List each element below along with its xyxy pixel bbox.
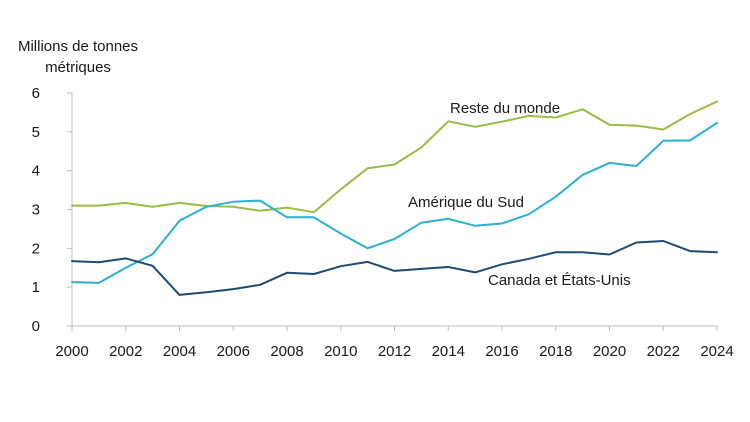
- y-tick-label: 4: [32, 163, 40, 180]
- x-tick-label: 2002: [109, 343, 142, 360]
- x-tick-label: 2016: [485, 343, 518, 360]
- x-tick-label: 2000: [55, 343, 88, 360]
- y-tick-label: 2: [32, 240, 40, 257]
- y-axis-title-line-1: Millions de tonnes: [18, 38, 138, 55]
- series-label-canada-us: Canada et États-Unis: [488, 272, 631, 289]
- series-lines: [71, 100, 718, 296]
- x-tick-label: 2010: [324, 343, 357, 360]
- x-tick-label: 2008: [270, 343, 303, 360]
- series-line-1: [71, 100, 718, 214]
- x-tick-label: 2022: [647, 343, 680, 360]
- y-axis-title-line-2: métriques: [45, 59, 111, 76]
- series-labels: Reste du monde Amérique du Sud Canada et…: [408, 100, 631, 289]
- x-tick-label: 2012: [378, 343, 411, 360]
- series-label-rest-of-world: Reste du monde: [450, 100, 560, 117]
- y-tick-label: 0: [32, 318, 40, 335]
- x-tick-label: 2020: [593, 343, 626, 360]
- y-tick-label: 6: [32, 85, 40, 102]
- x-tick-label: 2018: [539, 343, 572, 360]
- series-line-2: [71, 121, 718, 284]
- x-tick-label: 2014: [432, 343, 465, 360]
- y-tick-label: 1: [32, 279, 40, 296]
- y-tick-label: 3: [32, 202, 40, 219]
- x-tick-label: 2004: [163, 343, 196, 360]
- series-label-south-america: Amérique du Sud: [408, 194, 524, 211]
- y-axis-ticks: 0 1 2 3 4 5 6: [32, 85, 72, 335]
- x-axis-ticks: 2000 2002 2004 2006 2008 2010 2012 2014 2016 2018…: [55, 326, 734, 360]
- x-tick-label: 2024: [700, 343, 733, 360]
- series-line-3: [71, 240, 718, 296]
- y-tick-label: 5: [32, 124, 40, 141]
- x-tick-label: 2006: [217, 343, 250, 360]
- y-axis-title: Millions de tonnes métriques: [18, 38, 138, 76]
